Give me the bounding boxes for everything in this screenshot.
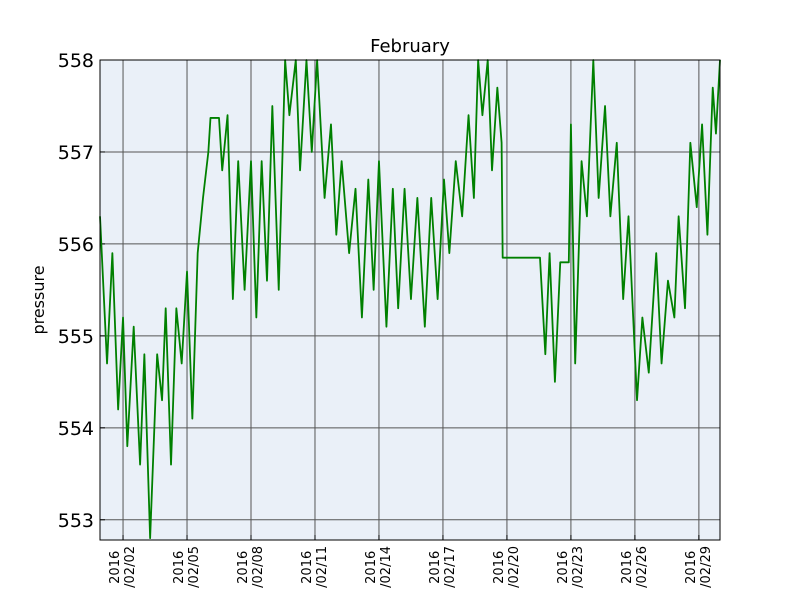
y-tick-label: 554 <box>58 418 94 440</box>
x-tick-label: 2016 /02/26 <box>619 546 650 588</box>
x-tick-label: 2016 /02/05 <box>172 546 203 588</box>
x-tick-label: 2016 /02/02 <box>108 546 139 588</box>
data-line <box>99 59 721 540</box>
plot-area <box>100 60 720 540</box>
chart-title: February <box>370 36 450 57</box>
x-tick-label: 2016 /02/20 <box>491 546 522 588</box>
y-tick-label: 556 <box>58 234 94 256</box>
x-tick-label: 2016 /02/08 <box>236 546 266 588</box>
y-tick-label: 553 <box>58 510 94 532</box>
x-tick-label: 2016 /02/14 <box>363 546 394 588</box>
plot-frame <box>99 59 721 541</box>
x-tick-label: 2016 /02/17 <box>427 546 458 588</box>
y-tick-label: 555 <box>58 326 94 348</box>
y-tick-label: 557 <box>58 142 94 164</box>
x-tick-label: 2016 /02/11 <box>299 546 330 588</box>
y-axis-label: pressure <box>29 265 48 334</box>
y-tick-label: 558 <box>58 50 94 72</box>
x-tick-label: 2016 /02/29 <box>683 546 714 588</box>
x-tick-label: 2016 /02/23 <box>555 546 586 588</box>
